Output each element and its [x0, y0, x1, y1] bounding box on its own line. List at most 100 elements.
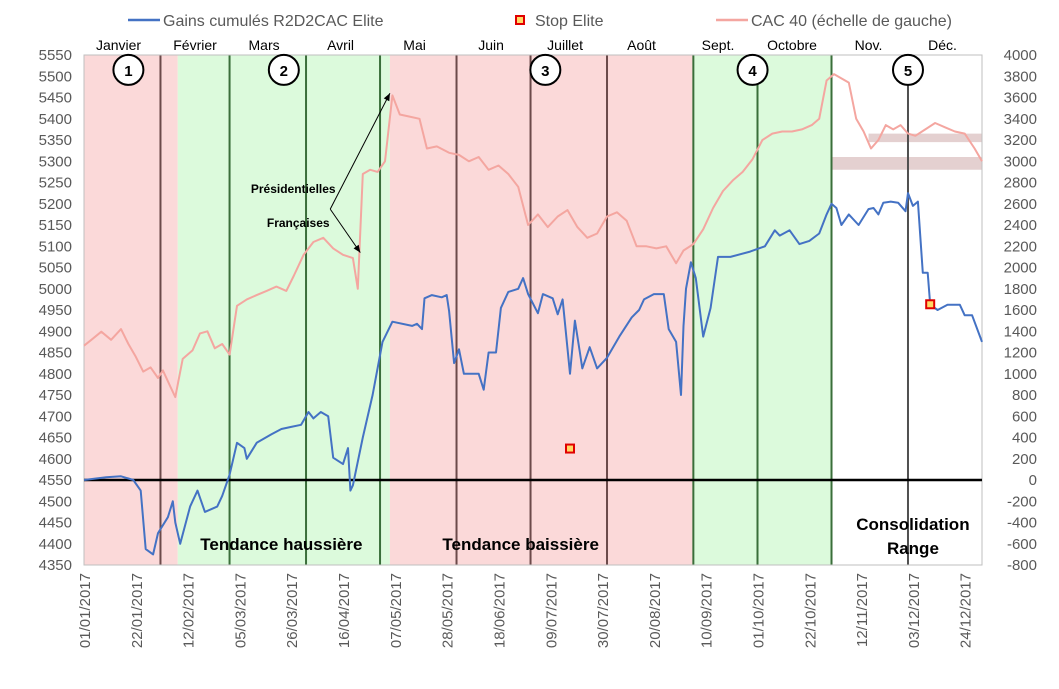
zone-up: [693, 55, 832, 565]
annotation-arrowhead: [383, 93, 390, 102]
month-label: Juillet: [547, 37, 583, 53]
left-tick-label: 4950: [39, 302, 72, 319]
stop-markers: [565, 299, 936, 454]
phase-number: 4: [748, 63, 757, 80]
right-tick-label: 1600: [1004, 302, 1037, 319]
month-label: Janvier: [96, 37, 141, 53]
phase-number: 2: [280, 63, 288, 80]
x-tick-label: 26/03/2017: [284, 573, 301, 648]
phase-circle: [529, 53, 562, 86]
trend-label: Tendance baissière: [442, 535, 599, 554]
x-tick-label: 12/11/2017: [854, 573, 871, 647]
phase-circle: [267, 53, 300, 86]
left-tick-label: 4850: [39, 345, 72, 362]
left-tick-label: 4800: [39, 366, 72, 383]
election-annotation: Présidentielles Françaises: [251, 93, 391, 253]
x-tick-label: 18/06/2017: [492, 573, 509, 648]
right-tick-label: -600: [1007, 536, 1037, 553]
left-tick-label: 4750: [39, 387, 72, 404]
gains-series: [83, 192, 983, 556]
range-band: [868, 133, 982, 143]
x-tick-label: 22/10/2017: [802, 573, 819, 648]
x-tick-label: 24/12/2017: [958, 573, 975, 648]
left-tick-label: 5400: [39, 111, 72, 128]
trend-label: Tendance haussière: [200, 535, 362, 554]
legend-stop-label: Stop Elite: [535, 13, 604, 30]
zone-up: [177, 55, 390, 565]
right-tick-label: 3800: [1004, 68, 1037, 85]
right-tick-label: 4000: [1004, 47, 1037, 64]
left-tick-label: 5450: [39, 90, 72, 107]
right-tick-label: 2400: [1004, 217, 1037, 234]
right-tick-label: 2000: [1004, 260, 1037, 277]
left-tick-label: 5150: [39, 217, 72, 234]
left-tick-label: 5250: [39, 175, 72, 192]
range-label: Range: [887, 539, 939, 558]
x-tick-label: 03/12/2017: [906, 573, 923, 648]
month-label: Juin: [478, 37, 504, 53]
month-label: Août: [627, 37, 656, 53]
left-tick-label: 4400: [39, 536, 72, 553]
right-tick-label: 1200: [1004, 345, 1037, 362]
left-tick-label: 4500: [39, 493, 72, 510]
right-axis-labels: -800 -600 -400 -200 0 200 400 600 800 1000 1200 140…: [1004, 47, 1037, 574]
range-bands: [831, 133, 982, 170]
month-label: Mai: [403, 37, 426, 53]
right-tick-label: 1400: [1004, 323, 1037, 340]
left-tick-label: 4550: [39, 472, 72, 489]
month-label: Février: [173, 37, 217, 53]
month-label: Avril: [327, 37, 354, 53]
right-tick-label: 2800: [1004, 175, 1037, 192]
x-tick-label: 01/10/2017: [751, 573, 768, 648]
left-tick-label: 4650: [39, 430, 72, 447]
stop-marker: [565, 443, 576, 454]
phase-number: 5: [904, 63, 912, 80]
left-tick-label: 4900: [39, 323, 72, 340]
left-tick-label: 5300: [39, 153, 72, 170]
month-label: Déc.: [928, 37, 957, 53]
left-tick-label: 5550: [39, 47, 72, 64]
right-tick-label: -800: [1007, 557, 1037, 574]
left-tick-label: 5500: [39, 68, 72, 85]
legend-cac-label: CAC 40 (échelle de gauche): [751, 13, 952, 30]
right-tick-label: -400: [1007, 515, 1037, 532]
phase-circle: [112, 53, 145, 86]
month-label: Nov.: [855, 37, 883, 53]
right-tick-label: 1800: [1004, 281, 1037, 298]
right-tick-label: 600: [1012, 408, 1037, 425]
range-band: [831, 157, 982, 170]
left-tick-label: 4450: [39, 515, 72, 532]
annotation-arrow: [329, 93, 391, 210]
x-tick-label: 10/09/2017: [699, 573, 716, 648]
annotation-arrow: [329, 208, 361, 253]
phase-circle: [891, 53, 924, 86]
trend-zones: [84, 55, 832, 565]
phase-number: 3: [541, 63, 549, 80]
phase-markers: 1 2 3 4 5: [112, 53, 924, 86]
left-tick-label: 5350: [39, 132, 72, 149]
trend-labels: Tendance haussière Tendance baissière Cons…: [200, 515, 969, 558]
left-tick-label: 5000: [39, 281, 72, 298]
right-tick-label: 0: [1029, 472, 1037, 489]
month-label: Octobre: [767, 37, 817, 53]
right-tick-label: 3400: [1004, 111, 1037, 128]
x-tick-label: 16/04/2017: [336, 573, 353, 648]
right-tick-label: 800: [1012, 387, 1037, 404]
right-tick-label: 1000: [1004, 366, 1037, 383]
right-tick-label: 200: [1012, 451, 1037, 468]
left-tick-label: 5100: [39, 238, 72, 255]
zone-down: [389, 55, 694, 565]
left-tick-label: 4700: [39, 408, 72, 425]
right-tick-label: 3000: [1004, 153, 1037, 170]
left-axis-labels: 4350 4400 4450 4500 4550 4600 4650 4700 4750 4800…: [39, 47, 72, 574]
x-tick-label: 22/01/2017: [129, 573, 146, 648]
x-tick-label: 12/02/2017: [181, 573, 198, 648]
stop-marker: [925, 299, 936, 310]
right-tick-label: 400: [1012, 430, 1037, 447]
month-label: Sept.: [702, 37, 735, 53]
zone-down: [84, 55, 178, 565]
x-tick-label: 07/05/2017: [388, 573, 405, 648]
x-tick-label: 05/03/2017: [232, 573, 249, 648]
x-tick-label: 01/01/2017: [77, 573, 94, 648]
